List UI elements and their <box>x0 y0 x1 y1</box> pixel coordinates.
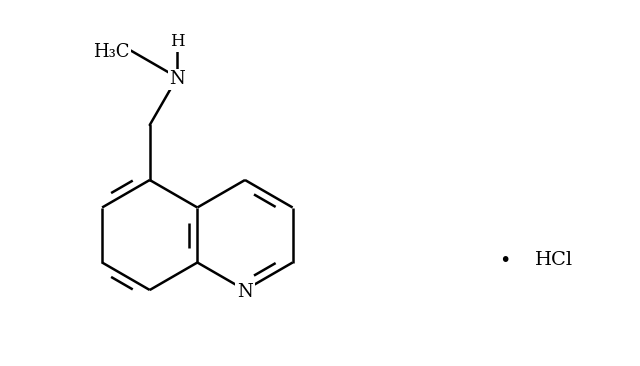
Text: N: N <box>170 70 185 88</box>
Text: HCl: HCl <box>535 251 573 269</box>
Text: H₃C: H₃C <box>93 43 130 61</box>
Text: •: • <box>499 250 511 269</box>
Text: H: H <box>170 33 184 50</box>
Text: N: N <box>237 283 253 301</box>
